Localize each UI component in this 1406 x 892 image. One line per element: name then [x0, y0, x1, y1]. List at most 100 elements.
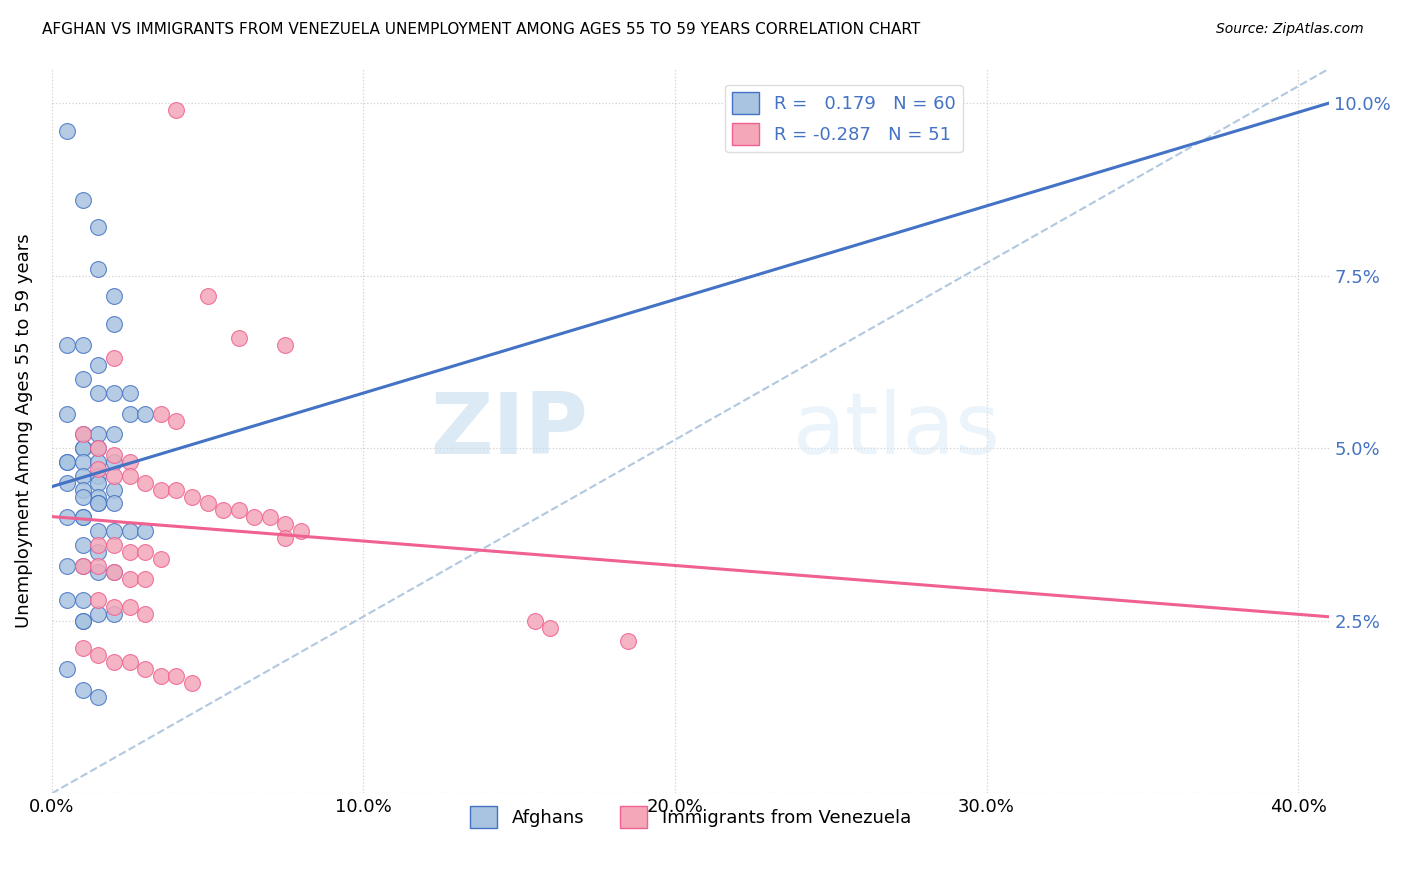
Point	[134, 407, 156, 421]
Text: atlas: atlas	[793, 390, 1001, 473]
Point	[87, 566, 110, 580]
Point	[87, 538, 110, 552]
Point	[72, 641, 94, 656]
Point	[72, 558, 94, 573]
Text: ZIP: ZIP	[430, 390, 588, 473]
Point	[149, 407, 172, 421]
Point	[103, 455, 125, 469]
Point	[87, 545, 110, 559]
Point	[134, 545, 156, 559]
Point	[87, 386, 110, 401]
Point	[118, 407, 141, 421]
Point	[181, 676, 204, 690]
Point	[72, 337, 94, 351]
Point	[72, 558, 94, 573]
Point	[134, 524, 156, 538]
Point	[103, 566, 125, 580]
Point	[103, 427, 125, 442]
Point	[149, 483, 172, 497]
Point	[56, 455, 79, 469]
Point	[72, 372, 94, 386]
Point	[165, 669, 187, 683]
Point	[118, 655, 141, 669]
Point	[72, 441, 94, 455]
Point	[103, 607, 125, 621]
Point	[87, 455, 110, 469]
Point	[72, 193, 94, 207]
Point	[56, 558, 79, 573]
Point	[103, 496, 125, 510]
Point	[72, 614, 94, 628]
Point	[617, 634, 640, 648]
Point	[87, 648, 110, 663]
Point	[72, 427, 94, 442]
Point	[87, 441, 110, 455]
Point	[56, 593, 79, 607]
Point	[103, 289, 125, 303]
Point	[243, 510, 266, 524]
Point	[87, 593, 110, 607]
Point	[72, 483, 94, 497]
Point	[149, 669, 172, 683]
Point	[103, 524, 125, 538]
Point	[274, 531, 297, 545]
Text: AFGHAN VS IMMIGRANTS FROM VENEZUELA UNEMPLOYMENT AMONG AGES 55 TO 59 YEARS CORRE: AFGHAN VS IMMIGRANTS FROM VENEZUELA UNEM…	[42, 22, 921, 37]
Point	[103, 538, 125, 552]
Point	[56, 475, 79, 490]
Point	[103, 655, 125, 669]
Point	[87, 441, 110, 455]
Point	[103, 448, 125, 462]
Point	[149, 551, 172, 566]
Point	[72, 427, 94, 442]
Point	[118, 572, 141, 586]
Point	[87, 607, 110, 621]
Point	[118, 524, 141, 538]
Point	[87, 490, 110, 504]
Point	[87, 468, 110, 483]
Point	[56, 510, 79, 524]
Point	[103, 599, 125, 614]
Y-axis label: Unemployment Among Ages 55 to 59 years: Unemployment Among Ages 55 to 59 years	[15, 234, 32, 628]
Point	[87, 496, 110, 510]
Point	[87, 690, 110, 704]
Point	[134, 607, 156, 621]
Point	[103, 386, 125, 401]
Point	[181, 490, 204, 504]
Point	[165, 414, 187, 428]
Point	[538, 621, 561, 635]
Point	[197, 496, 219, 510]
Point	[212, 503, 235, 517]
Point	[228, 503, 250, 517]
Point	[56, 123, 79, 137]
Point	[103, 351, 125, 366]
Text: Source: ZipAtlas.com: Source: ZipAtlas.com	[1216, 22, 1364, 37]
Point	[72, 510, 94, 524]
Point	[72, 441, 94, 455]
Point	[118, 455, 141, 469]
Point	[118, 468, 141, 483]
Point	[103, 468, 125, 483]
Point	[259, 510, 281, 524]
Point	[72, 538, 94, 552]
Point	[274, 517, 297, 532]
Point	[72, 490, 94, 504]
Point	[72, 455, 94, 469]
Point	[72, 682, 94, 697]
Point	[274, 337, 297, 351]
Point	[134, 662, 156, 676]
Point	[87, 558, 110, 573]
Point	[87, 475, 110, 490]
Point	[134, 475, 156, 490]
Point	[56, 407, 79, 421]
Point	[72, 510, 94, 524]
Point	[72, 468, 94, 483]
Point	[103, 566, 125, 580]
Point	[72, 614, 94, 628]
Point	[165, 483, 187, 497]
Point	[228, 331, 250, 345]
Point	[103, 317, 125, 331]
Point	[290, 524, 312, 538]
Point	[87, 220, 110, 235]
Point	[103, 483, 125, 497]
Point	[118, 599, 141, 614]
